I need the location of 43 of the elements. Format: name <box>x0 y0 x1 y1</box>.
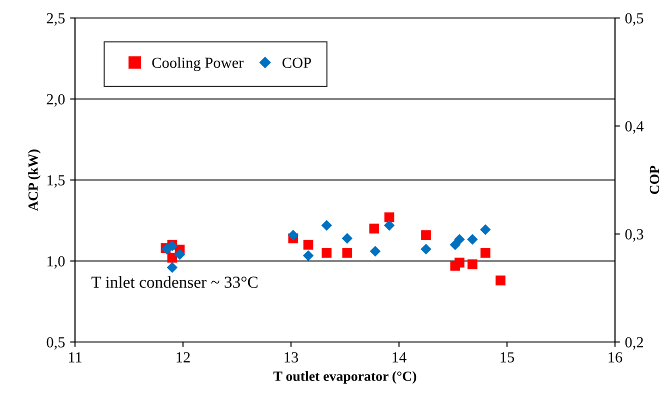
x-tick-label: 14 <box>392 352 406 362</box>
point <box>369 224 380 234</box>
legend-label: Cooling Power <box>152 57 244 72</box>
legend-label: COP <box>282 58 311 68</box>
point <box>342 248 352 258</box>
point <box>384 220 395 231</box>
y-tick-label: 1,0 <box>48 256 65 269</box>
point <box>302 250 314 261</box>
point <box>342 232 353 244</box>
point <box>420 244 432 254</box>
y2-tick-label: 0,2 <box>625 337 643 350</box>
y2-tick-label: 0,4 <box>625 121 644 134</box>
x-axis-title: T outlet evaporator (°C) <box>273 371 416 384</box>
y-tick-label: 2,0 <box>46 94 65 107</box>
point <box>370 246 381 257</box>
y-tick-label: 0,5 <box>46 337 65 350</box>
point <box>450 239 461 250</box>
x-tick-label: 16 <box>608 352 622 362</box>
y2-tick-label: 0,5 <box>625 13 644 26</box>
x-tick-label: 15 <box>500 352 514 362</box>
point <box>321 220 332 231</box>
y-tick-label: 1,5 <box>48 175 65 188</box>
point <box>322 248 332 258</box>
y-axis-title: ACP (kW) <box>28 150 41 211</box>
point <box>166 262 178 273</box>
point <box>174 249 186 260</box>
point <box>480 248 490 258</box>
y2-axis-title: COP <box>650 166 660 194</box>
annotation: T inlet condenser ~ 33°C <box>92 276 258 288</box>
point <box>467 234 478 245</box>
point <box>496 276 506 286</box>
point <box>454 234 465 245</box>
point <box>480 224 491 236</box>
x-tick-label: 11 <box>68 352 82 362</box>
point <box>421 230 431 240</box>
point <box>288 230 299 240</box>
point <box>454 258 464 268</box>
y2-tick-label: 0,3 <box>625 229 644 242</box>
point <box>303 240 314 250</box>
y-tick-label: 2,5 <box>46 13 65 26</box>
x-tick-label: 13 <box>284 352 298 362</box>
x-tick-label: 12 <box>176 352 190 362</box>
point <box>468 259 478 270</box>
